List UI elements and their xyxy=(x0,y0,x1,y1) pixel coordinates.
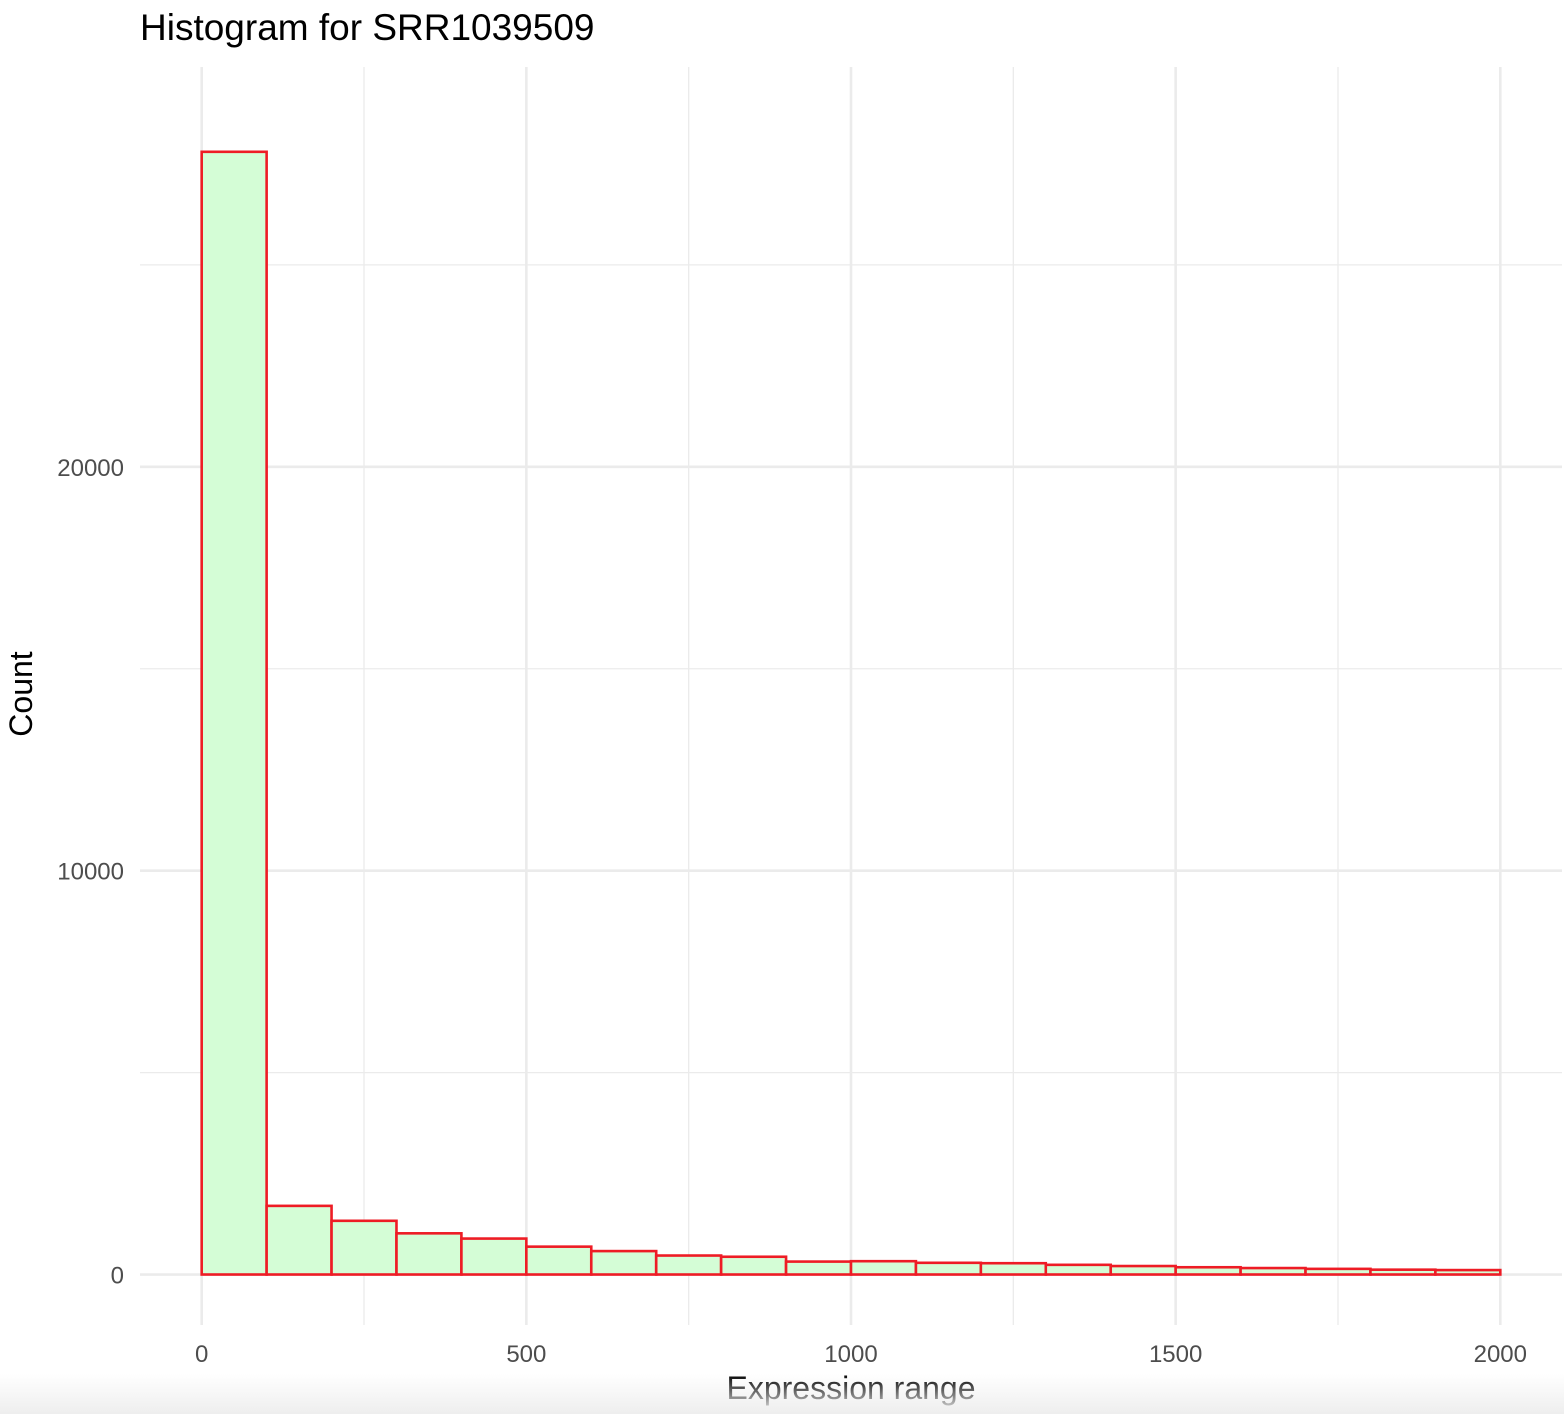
histogram-bar xyxy=(1369,1268,1437,1276)
x-tick-label: 0 xyxy=(195,1341,208,1368)
histogram-bar xyxy=(1109,1264,1177,1276)
histogram-bar xyxy=(525,1245,593,1276)
histogram-bar xyxy=(1174,1265,1242,1276)
histogram-bar xyxy=(265,1204,333,1276)
histogram-bar xyxy=(1239,1266,1307,1276)
histogram-bar xyxy=(1304,1267,1372,1276)
histogram-bar xyxy=(979,1261,1048,1276)
x-axis-label: Expression range xyxy=(726,1370,975,1406)
x-axis-tick-labels: 0 500 1000 1500 2000 xyxy=(195,1341,1527,1368)
histogram-bar xyxy=(589,1249,658,1276)
x-tick-label: 2000 xyxy=(1474,1341,1527,1368)
x-tick-label: 500 xyxy=(506,1341,546,1368)
histogram-bar xyxy=(330,1219,398,1276)
histogram-bar xyxy=(849,1259,918,1276)
y-axis-tick-labels: 0 10000 20000 xyxy=(57,455,124,1290)
histogram-bar xyxy=(914,1261,983,1276)
histogram-bar xyxy=(719,1255,788,1276)
histogram-bar xyxy=(395,1232,463,1276)
x-tick-label: 1500 xyxy=(1149,1341,1202,1368)
histogram-bar xyxy=(654,1254,723,1276)
chart-title: Histogram for SRR1039509 xyxy=(140,7,595,48)
histogram-bar xyxy=(460,1237,528,1276)
y-tick-label: 20000 xyxy=(57,455,124,482)
histogram-bar xyxy=(784,1260,853,1276)
histogram-bars xyxy=(200,150,1502,1276)
y-tick-label: 10000 xyxy=(57,859,124,886)
y-axis-label: Count xyxy=(3,651,39,737)
histogram-bar xyxy=(200,150,268,1276)
histogram-bar xyxy=(1434,1268,1502,1276)
histogram-bar xyxy=(1044,1263,1113,1276)
major-gridlines xyxy=(140,67,1562,1325)
x-tick-label: 1000 xyxy=(824,1341,877,1368)
y-tick-label: 0 xyxy=(111,1263,124,1290)
